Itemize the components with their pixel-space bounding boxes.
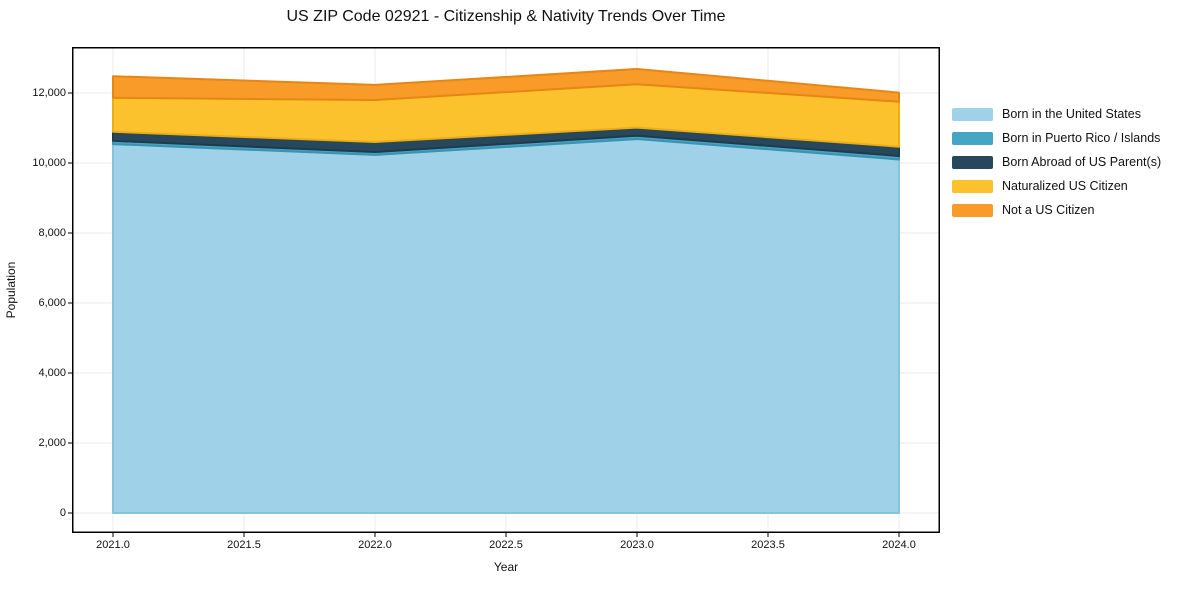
legend-swatch-born-in-the-united-states [952, 107, 993, 121]
legend-swatch-naturalized-us-citizen [952, 179, 993, 193]
legend-item-born-in-puerto-rico-islands: Born in Puerto Rico / Islands [952, 126, 1161, 150]
y-tick-label: 6,000 [38, 296, 66, 309]
x-tick-label: 2022.0 [358, 539, 392, 551]
area-not-a-us-citizen [112, 68, 900, 103]
legend-item-not-a-us-citizen: Not a US Citizen [952, 198, 1161, 222]
legend-item-born-abroad-of-us-parent-s: Born Abroad of US Parent(s) [952, 150, 1161, 174]
x-axis-label: Year [493, 560, 519, 574]
y-tick-label: 4,000 [38, 366, 66, 379]
legend-item-born-in-the-united-states: Born in the United States [952, 102, 1161, 126]
legend: Born in the United States Born in Puerto … [952, 102, 1161, 222]
area-born-in-the-united-states [112, 138, 900, 514]
x-tick-label: 2023.5 [751, 539, 785, 551]
legend-label: Not a US Citizen [1002, 203, 1095, 217]
stacked-areas [112, 68, 900, 514]
legend-label: Naturalized US Citizen [1002, 179, 1128, 193]
y-tick-label: 8,000 [38, 226, 66, 239]
legend-label: Born Abroad of US Parent(s) [1002, 155, 1162, 169]
tick-marks [68, 92, 900, 537]
y-tick-label: 2,000 [38, 436, 66, 449]
legend-swatch-born-abroad-of-us-parent-s [952, 155, 993, 169]
chart-title: US ZIP Code 02921 - Citizenship & Nativi… [286, 8, 726, 25]
y-tick-label: 12,000 [32, 86, 66, 99]
x-tick-label: 2023.0 [620, 539, 654, 551]
y-tick-label: 0 [59, 506, 66, 519]
plot-frame [72, 47, 940, 533]
y-axis-label: Population [4, 261, 18, 319]
x-tick-label: 2022.5 [489, 539, 523, 551]
legend-swatch-not-a-us-citizen [952, 203, 993, 217]
x-tick-label: 2024.0 [882, 539, 916, 551]
legend-label: Born in the United States [1002, 107, 1141, 121]
x-tick-label: 2021.5 [227, 539, 261, 551]
legend-item-naturalized-us-citizen: Naturalized US Citizen [952, 174, 1161, 198]
x-tick-label: 2021.0 [96, 539, 130, 551]
y-tick-label: 10,000 [32, 156, 66, 169]
legend-swatch-born-in-puerto-rico-islands [952, 131, 993, 145]
legend-label: Born in Puerto Rico / Islands [1002, 131, 1161, 145]
